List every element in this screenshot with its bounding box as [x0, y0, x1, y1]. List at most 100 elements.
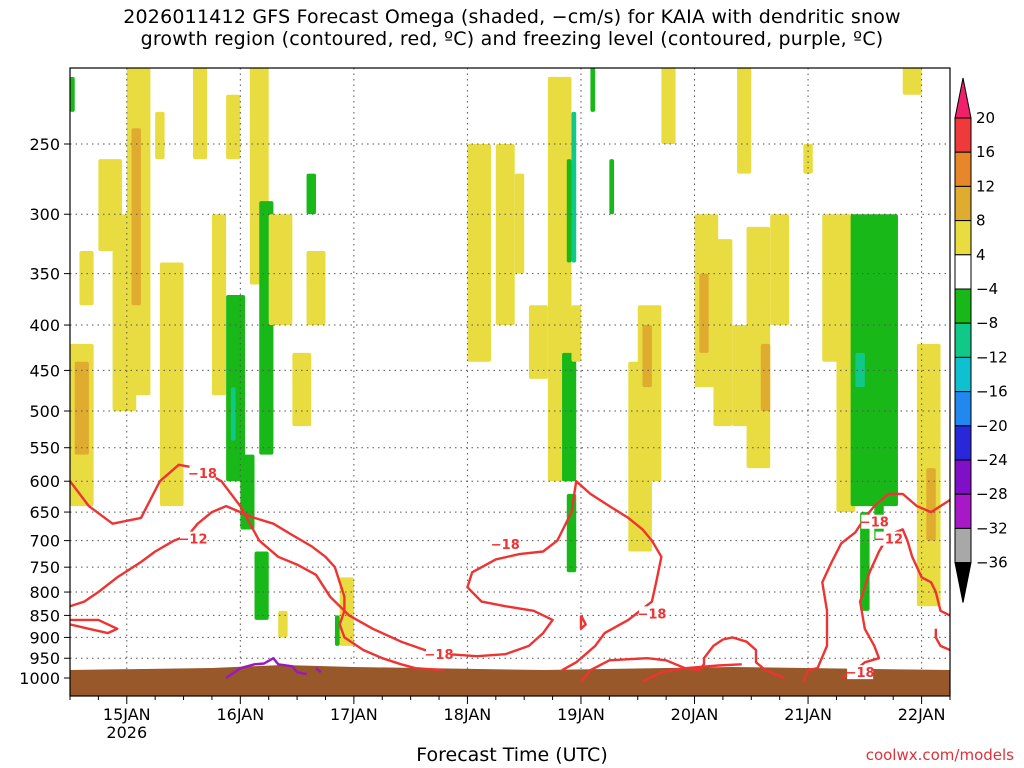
omega-region: [306, 250, 326, 326]
omega-region: [803, 144, 813, 174]
contour-label-bg: [426, 647, 453, 662]
y-tick-label: 1000: [19, 669, 60, 688]
y-tick-label: 900: [29, 628, 60, 647]
omega-region: [159, 262, 184, 507]
colorbar-swatch: [954, 459, 972, 495]
omega-region: [230, 387, 236, 441]
colorbar-swatch: [954, 391, 972, 427]
colorbar-label: 8: [976, 212, 986, 230]
colorbar-swatch: [954, 288, 972, 324]
omega-region: [855, 352, 865, 388]
omega-shading: [70, 68, 941, 646]
dendritic-contour: [641, 663, 742, 683]
omega-region: [226, 94, 241, 160]
contour-label: −18: [491, 538, 520, 553]
omega-region: [306, 173, 317, 215]
omega-region: [467, 144, 492, 362]
colorbar-label: 12: [976, 177, 995, 195]
contour-label-bg: [180, 531, 207, 546]
omega-region: [278, 610, 288, 638]
contour-label: −18: [637, 607, 666, 622]
y-tick-label: 450: [29, 361, 60, 380]
omega-region: [760, 343, 771, 411]
omega-region: [661, 68, 676, 144]
colorbar-label: 20: [976, 109, 995, 127]
omega-region: [642, 325, 652, 388]
omega-region: [334, 615, 340, 646]
x-tick-label: 19JAN: [557, 705, 605, 724]
colorbar-label: −28: [976, 485, 1008, 503]
x-tick-label: 21JAN: [784, 705, 832, 724]
dendritic-contour: [934, 628, 950, 652]
y-tick-label: 500: [29, 402, 60, 421]
y-tick-label: 550: [29, 439, 60, 458]
omega-region: [254, 551, 269, 620]
contour-label-bg: [861, 514, 888, 529]
contour-labels: −18 −12 −18 −18 −18 −18 −18 −12: [179, 465, 903, 681]
omega-region: [590, 68, 596, 112]
colorbar-bottom-arrow: [954, 562, 972, 603]
omega-region: [571, 111, 577, 263]
omega-region: [566, 493, 577, 573]
contour-label: −12: [874, 533, 903, 548]
colorbar-label: 4: [976, 246, 986, 264]
contour-label-bg: [189, 465, 216, 480]
y-tick-label: 250: [29, 135, 60, 154]
omega-region: [268, 214, 293, 326]
omega-region: [699, 273, 709, 353]
contour-lines: [70, 463, 950, 683]
omega-region: [155, 111, 165, 160]
x-tick-label: 15JAN: [103, 705, 151, 724]
dendritic-contour: [802, 492, 950, 683]
colorbar-swatch: [954, 493, 972, 529]
contour-label: −18: [860, 516, 889, 531]
omega-region: [566, 159, 572, 263]
omega-region: [74, 361, 89, 455]
contour-label: −18: [425, 648, 454, 663]
dendritic-contour: [579, 614, 587, 630]
chart-title: 2026011412 GFS Forecast Omega (shaded, −…: [0, 6, 1024, 50]
x-tick-label: 16JAN: [216, 705, 264, 724]
colorbar-label: −4: [976, 280, 998, 298]
omega-region: [926, 468, 936, 541]
colorbar-swatch: [954, 185, 972, 222]
freezing-level-contour: [225, 657, 307, 679]
y-tick-label: 600: [29, 472, 60, 491]
y-tick-label: 850: [29, 606, 60, 625]
y-tick-label: 800: [29, 583, 60, 602]
omega-region: [609, 159, 615, 215]
colorbar-swatch: [954, 322, 972, 358]
colorbar-top-arrow: [954, 77, 972, 119]
contour-label-bg: [875, 531, 902, 546]
dendritic-contour: [70, 504, 444, 672]
colorbar-label: −20: [976, 417, 1008, 435]
x-tick-label: 18JAN: [444, 705, 492, 724]
omega-region: [860, 512, 870, 611]
omega-region: [193, 68, 208, 160]
plot-frame: [69, 67, 951, 697]
y-tick-label: 750: [29, 558, 60, 577]
y-tick-label: 650: [29, 503, 60, 522]
omega-region: [514, 173, 525, 274]
colorbar-swatch: [954, 527, 972, 564]
omega-region: [226, 295, 246, 482]
colorbar-swatch: [954, 220, 972, 256]
terrain-fill: [70, 665, 950, 696]
contour-label: −18: [188, 467, 217, 482]
omega-region: [562, 352, 577, 482]
y-axis: 250 300 350 400 450 500 550 600 650 700 750 800 850 9…: [19, 135, 70, 688]
omega-region: [70, 76, 75, 112]
omega-region: [902, 68, 922, 95]
y-tick-label: 400: [29, 316, 60, 335]
colorbar-swatch: [954, 356, 972, 393]
y-tick-label: 950: [29, 649, 60, 668]
colorbar: 20 16 12 8 4 −4 −8 −12 −16 −20 −24 −28 −32 −36: [954, 77, 1008, 603]
contour-label-bg: [847, 665, 874, 680]
omega-region: [211, 214, 227, 396]
x-tick-label: 17JAN: [330, 705, 378, 724]
chart-title-line1: 2026011412 GFS Forecast Omega (shaded, −…: [123, 6, 901, 28]
omega-region: [528, 305, 548, 379]
x-tick-label: 20JAN: [671, 705, 719, 724]
